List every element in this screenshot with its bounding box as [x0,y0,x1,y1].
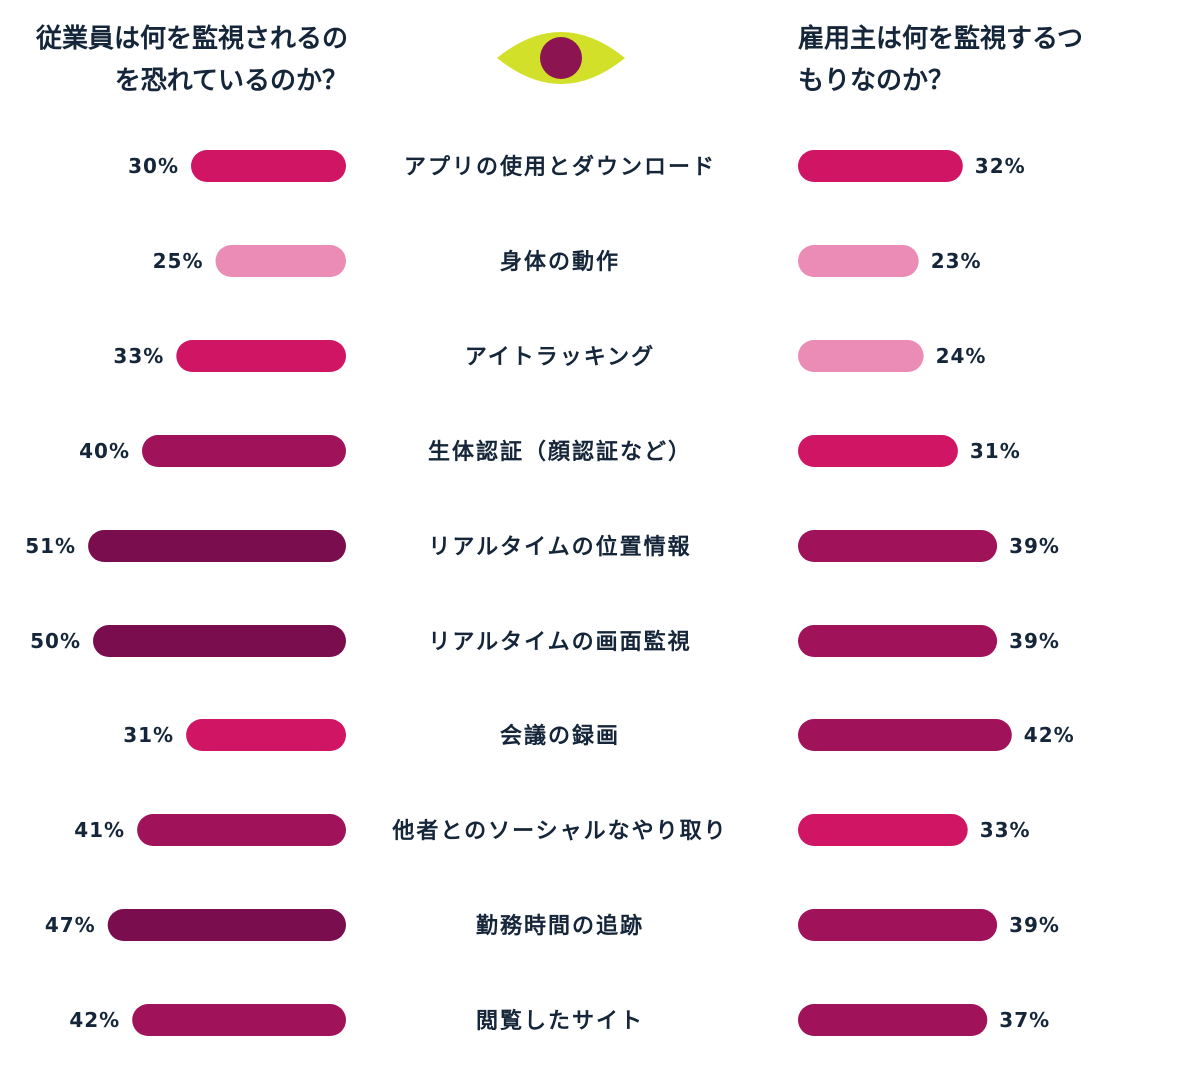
right-bar [798,340,924,372]
category-label: 身体の動作 [500,249,620,275]
right-column-title: 雇用主は何を監視するつもりなのか？ [798,24,1083,96]
left-bar [93,625,346,657]
category-label: 閲覧したサイト [476,1008,644,1034]
right-bar [798,719,1012,751]
right-value-label: 32% [975,154,1026,178]
left-bar [88,530,346,562]
right-value-label: 39% [1009,913,1060,937]
right-value-label: 42% [1024,723,1075,747]
left-value-label: 41% [74,818,125,842]
category-label: アイトラッキング [465,344,655,370]
left-bar [132,1004,346,1036]
left-column-title: 従業員は何を監視されるのを恐れているのか？ [35,24,348,96]
left-bar [142,435,346,467]
category-label: 会議の録画 [500,723,620,749]
category-label: 勤務時間の追跡 [476,913,644,939]
category-label: 他者とのソーシャルなやり取り [391,819,727,844]
left-bar [137,814,346,846]
left-bar [191,150,346,182]
right-bar [798,625,998,657]
left-value-label: 50% [30,629,81,653]
right-value-label: 24% [936,344,987,368]
eye-icon [497,32,625,84]
right-bar [798,1004,988,1036]
right-value-label: 23% [931,249,982,273]
right-bar [798,150,963,182]
left-bar [186,719,346,751]
category-label: アプリの使用とダウンロード [404,154,716,180]
right-value-label: 39% [1009,629,1060,653]
left-value-label: 51% [25,534,76,558]
right-bar [798,814,968,846]
category-label: 生体認証（顔認証など） [428,439,692,465]
left-value-label: 30% [128,154,179,178]
left-value-label: 25% [153,249,204,273]
right-bar [798,530,998,562]
left-bar [176,340,346,372]
right-bar [798,245,919,277]
left-value-label: 31% [123,723,174,747]
left-value-label: 33% [113,344,164,368]
right-value-label: 37% [999,1008,1050,1032]
left-value-label: 47% [45,913,96,937]
right-value-label: 39% [1009,534,1060,558]
right-value-label: 31% [970,439,1021,463]
left-value-label: 40% [79,439,130,463]
category-label: リアルタイムの画面監視 [428,630,691,655]
left-value-label: 42% [69,1008,120,1032]
right-value-label: 33% [980,818,1031,842]
left-bar [107,909,346,941]
right-bar [798,435,958,467]
left-bar [215,245,346,277]
right-bar [798,909,998,941]
category-label: リアルタイムの位置情報 [428,534,691,560]
